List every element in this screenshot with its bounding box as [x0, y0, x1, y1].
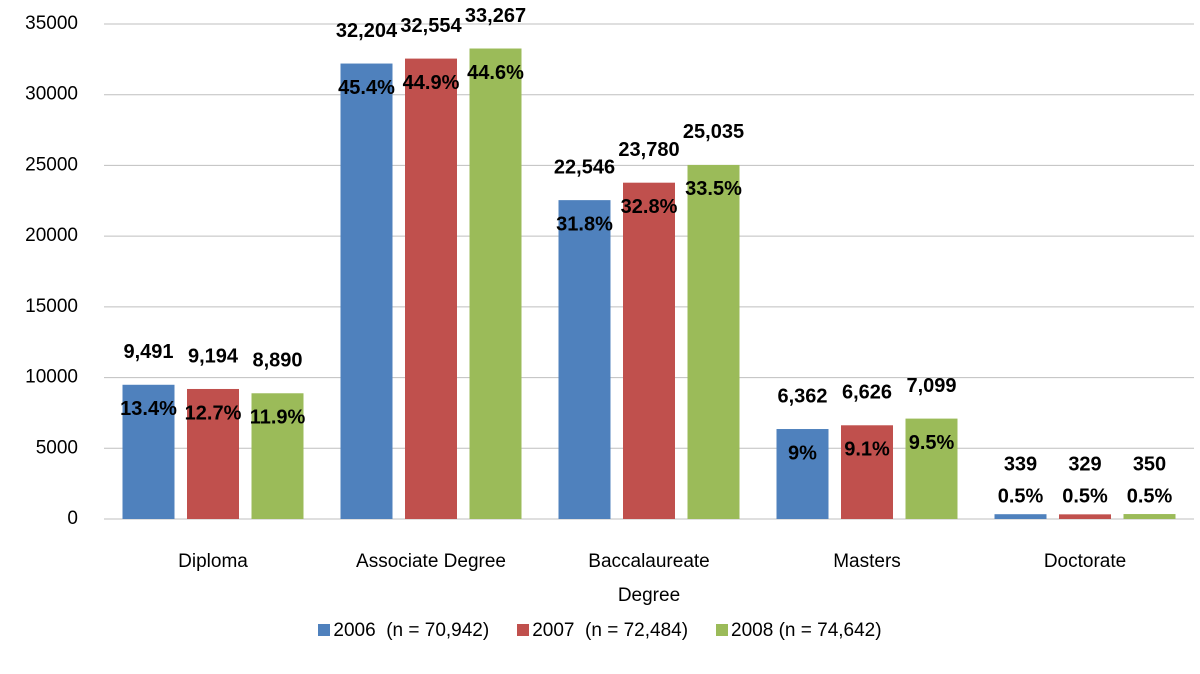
data-label: 350 [1133, 453, 1166, 475]
y-tick-label: 10000 [25, 367, 78, 388]
y-tick-label: 25000 [25, 154, 78, 175]
x-tick-label: Baccalaureate Degree [588, 551, 710, 606]
bar [251, 393, 304, 519]
legend-swatch [318, 624, 331, 636]
share-label: 32.8% [621, 196, 678, 218]
legend-item: 2008 (n = 74,642) [716, 620, 882, 642]
y-tick-label: 0 [67, 508, 78, 529]
y-tick-label: 5000 [36, 437, 78, 458]
bar [469, 48, 522, 519]
bar [994, 514, 1047, 519]
data-label: 32,204 [336, 20, 398, 42]
share-label: 9% [788, 442, 817, 464]
y-tick-label: 15000 [25, 296, 78, 317]
share-label: 0.5% [998, 485, 1044, 507]
data-label: 23,780 [618, 139, 679, 161]
legend-item: 2006 (n = 70,942) [318, 620, 489, 642]
share-label: 9.5% [909, 432, 955, 454]
share-label: 0.5% [1127, 485, 1173, 507]
data-label: 7,099 [906, 375, 956, 397]
x-tick-label: Associate Degree [356, 551, 506, 572]
data-label: 33,267 [465, 5, 526, 27]
bar [1059, 514, 1111, 519]
bar [187, 388, 239, 519]
legend-label: 2008 (n = 74,642) [731, 620, 882, 641]
legend-swatch [716, 624, 729, 636]
bar [558, 200, 611, 520]
bar [905, 418, 958, 519]
y-tick-label: 35000 [25, 13, 78, 34]
data-label: 25,035 [683, 121, 744, 143]
y-tick-label: 30000 [25, 84, 78, 105]
share-label: 11.9% [250, 407, 306, 429]
data-label: 9,194 [188, 345, 239, 367]
share-label: 44.6% [467, 62, 524, 84]
legend-item: 2007 (n = 72,484) [517, 620, 688, 642]
legend: 2006 (n = 70,942) 2007 (n = 72,484) 2008 (… [0, 620, 1200, 642]
bar [687, 164, 740, 519]
bar [1123, 514, 1176, 519]
share-label: 0.5% [1062, 485, 1108, 507]
share-label: 9.1% [844, 439, 890, 461]
bar [776, 429, 829, 519]
legend-label: 2006 (n = 70,942) [333, 620, 490, 641]
bar [122, 384, 175, 519]
data-label: 339 [1004, 453, 1037, 475]
share-label: 13.4% [120, 398, 177, 420]
data-label: 22,546 [554, 156, 615, 178]
share-label: 33.5% [685, 178, 742, 200]
legend-swatch [517, 624, 530, 636]
data-label: 9,491 [123, 341, 173, 363]
x-tick-label: Doctorate [1043, 551, 1127, 572]
bar [340, 63, 393, 520]
data-label: 6,626 [842, 382, 892, 404]
share-label: 31.8% [556, 213, 613, 235]
y-tick-label: 20000 [25, 225, 78, 246]
share-label: 45.4% [338, 77, 395, 99]
data-label: 32,554 [400, 15, 462, 37]
bar [623, 182, 675, 519]
data-label: 6,362 [777, 385, 827, 407]
share-label: 12.7% [185, 402, 242, 424]
data-label: 8,890 [252, 350, 302, 372]
legend-label: 2007 (n = 72,484) [532, 620, 689, 641]
bar [405, 58, 457, 519]
x-tick-label: Masters [833, 551, 901, 572]
bar [841, 425, 893, 519]
x-tick-label: Diploma [178, 551, 248, 572]
share-label: 44.9% [403, 72, 460, 94]
data-label: 329 [1068, 453, 1101, 475]
